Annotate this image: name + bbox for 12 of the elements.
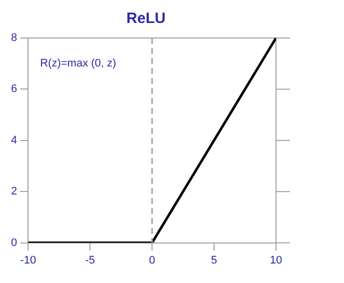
x-tick-label: 10 [270, 254, 282, 266]
y-tick-label: 2 [10, 186, 18, 198]
x-tick-label: -5 [85, 254, 95, 266]
y-tick-label: 4 [10, 134, 18, 146]
x-tick-label: 5 [210, 254, 218, 266]
y-tick-label: 6 [10, 83, 18, 96]
annotation: R(z)=max (0, z) [40, 58, 116, 70]
y-tick-label: 0 [10, 236, 18, 249]
chart-title: ReLU [126, 10, 166, 28]
y-tick-label: 8 [10, 32, 18, 44]
x-tick-label: 0 [148, 254, 156, 266]
x-tick-label: -10 [20, 254, 36, 266]
